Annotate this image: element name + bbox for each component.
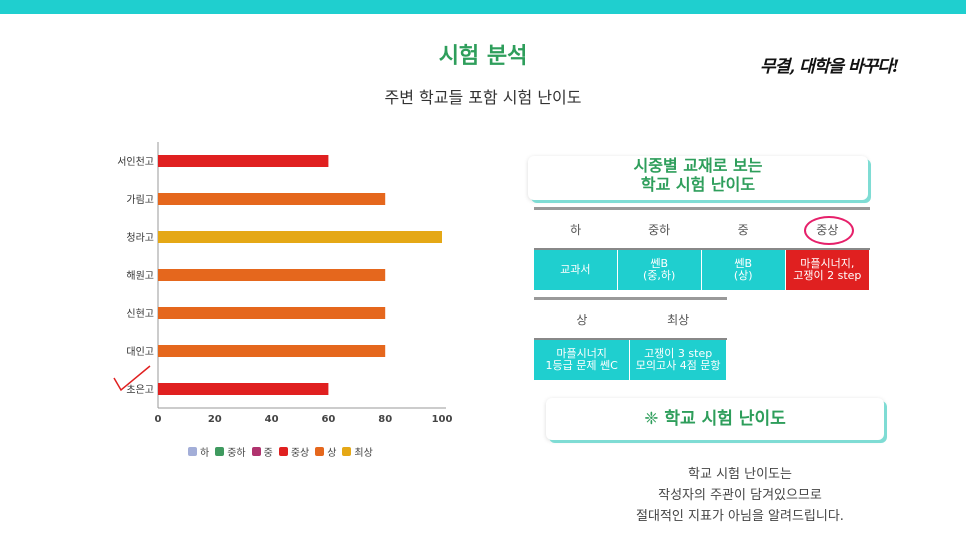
cell-line: 1등급 문제 쎈C xyxy=(545,359,618,372)
top-accent-bar xyxy=(0,0,966,14)
cell-line: (상) xyxy=(733,269,753,282)
bar-1 xyxy=(158,193,386,205)
legend-item: 중 xyxy=(251,444,273,459)
bar-5 xyxy=(158,345,386,357)
legend-label: 중하 xyxy=(227,448,246,459)
legend-label: 중 xyxy=(263,448,273,459)
bar-4 xyxy=(158,307,386,319)
bar-3 xyxy=(158,269,386,281)
slogan-text: 무결, 대학을 바꾸다! xyxy=(760,57,899,77)
legend-swatch xyxy=(342,447,352,456)
x-tick-label: 20 xyxy=(208,414,222,425)
legend-item: 중하 xyxy=(215,444,246,459)
legend-swatch xyxy=(251,447,261,456)
header-cell-top: 최상 xyxy=(629,297,727,339)
legend-swatch xyxy=(215,447,225,456)
legend-swatch xyxy=(188,447,197,456)
disclaimer-note: 학교 시험 난이도는 작성자의 주관이 담겨있으므로 절대적인 지표가 아님을 … xyxy=(560,464,920,527)
textbook-cell: 쎈B (상) xyxy=(701,248,786,290)
x-tick-label: 0 xyxy=(155,414,162,425)
note-line2: 작성자의 주관이 담겨있으므로 xyxy=(658,488,822,503)
school-difficulty-card: ❈ 학교 시험 난이도 xyxy=(546,398,884,440)
legend-label: 하 xyxy=(200,448,210,459)
note-line1: 학교 시험 난이도는 xyxy=(688,467,792,482)
cell-line: 교과서 xyxy=(560,263,591,276)
cell-line: (중,하) xyxy=(643,269,676,282)
cell-line: 쎈B xyxy=(650,257,668,270)
category-label: 해원고 xyxy=(126,269,154,282)
legend-label: 중상 xyxy=(290,448,310,459)
bar-6 xyxy=(158,383,329,395)
x-tick-label: 60 xyxy=(321,414,335,425)
textbook-cell: 고쟁이 3 step 모의고사 4점 문항 xyxy=(629,338,727,380)
header-cell-mid-low: 중하 xyxy=(617,207,702,249)
category-label: 서인천고 xyxy=(117,156,154,168)
page-subtitle: 주변 학교들 포함 시험 난이도 xyxy=(384,88,582,107)
legend-swatch xyxy=(278,447,288,456)
note-line3: 절대적인 지표가 아님을 알려드립니다. xyxy=(636,509,844,524)
cell-line: 고쟁이 2 step xyxy=(793,269,862,282)
cell-line: 마플시너지 xyxy=(556,347,607,360)
textbook-difficulty-card: 시중별 교재로 보는 학교 시험 난이도 xyxy=(528,156,868,200)
category-label: 신현고 xyxy=(126,308,154,320)
difficulty-table-1: 하 중하 중 중상 교과서 쎈B (중,하) 쎈B (상) 마플시너지, 고쟁이 2 … xyxy=(534,207,871,290)
legend-item: 중상 xyxy=(278,444,310,459)
legend-item: 하 xyxy=(188,444,209,459)
x-tick-label: 40 xyxy=(265,414,279,425)
cell-line: 쎈B xyxy=(734,257,753,270)
legend-item: 최상 xyxy=(342,444,373,459)
legend-item: 상 xyxy=(315,444,336,459)
bar-2 xyxy=(158,231,442,243)
card1-line2: 학교 시험 난이도 xyxy=(640,175,756,194)
legend-label: 상 xyxy=(327,448,337,459)
difficulty-table-2: 상 최상 마플시너지 1등급 문제 쎈C 고쟁이 3 step 모의고사 4점 문항 xyxy=(534,297,727,380)
category-label: 초은고 xyxy=(126,384,154,396)
highlight-circle xyxy=(804,216,854,245)
x-tick-label: 80 xyxy=(378,414,392,425)
bar-0 xyxy=(158,155,329,167)
legend-label: 최상 xyxy=(354,448,373,459)
page-title: 시험 분석 xyxy=(438,44,528,69)
cell-line: 마플시너지, xyxy=(800,257,855,270)
header-cell-high: 상 xyxy=(534,297,630,339)
chart-legend: 하 중하 중 중상 상 최상 xyxy=(188,444,373,459)
category-label: 청라고 xyxy=(126,232,154,244)
textbook-cell: 쎈B (중,하) xyxy=(617,248,702,290)
cell-line: 모의고사 4점 문항 xyxy=(635,359,721,372)
textbook-cell-highlight: 마플시너지, 고쟁이 2 step xyxy=(785,248,871,290)
textbook-cell: 교과서 xyxy=(534,248,618,290)
category-label: 가림고 xyxy=(126,194,154,206)
x-tick-label: 100 xyxy=(432,414,453,425)
cell-line: 고쟁이 3 step xyxy=(644,347,713,360)
legend-swatch xyxy=(315,447,325,456)
card1-line1: 시중별 교재로 보는 xyxy=(633,156,763,175)
header-cell-low: 하 xyxy=(534,207,618,249)
checkmark-icon xyxy=(113,365,151,392)
category-label: 대인고 xyxy=(126,346,154,358)
textbook-cell: 마플시너지 1등급 문제 쎈C xyxy=(534,338,631,380)
header-cell-mid: 중 xyxy=(701,207,786,249)
